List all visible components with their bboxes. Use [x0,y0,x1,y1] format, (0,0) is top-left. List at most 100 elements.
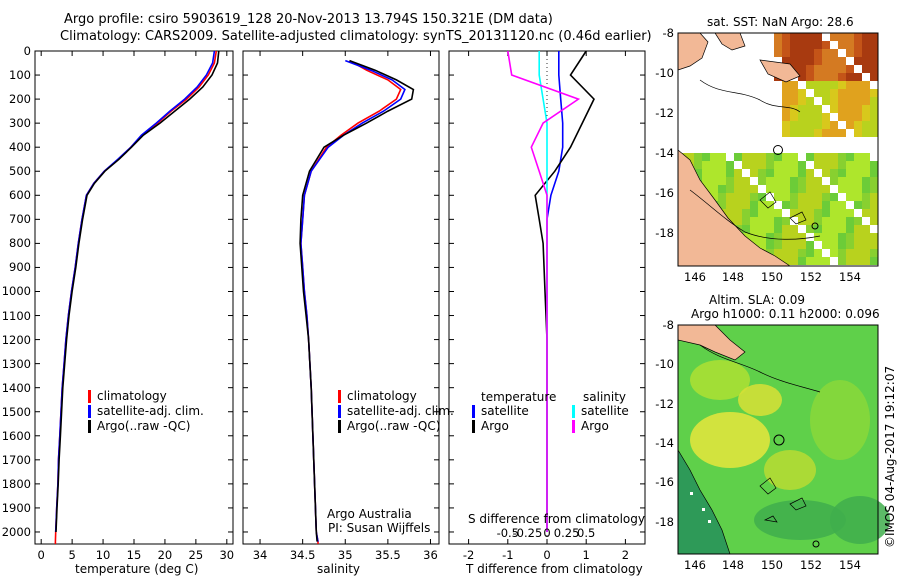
top-x-tick-label: 0.25 [553,526,580,540]
header-line2: Climatology: CARS2009. Satellite-adjuste… [60,29,652,44]
depth-tick-label: 0 [23,44,31,58]
legend-temperature-heading: temperature [481,390,557,404]
depth-tick-label: 200 [9,92,31,107]
depth-tick-label: 1600 [1,428,31,443]
x-tick-label: 10 [95,548,111,562]
map-lat-label: -8 [662,318,674,332]
credit-pi: PI: Susan Wijffels [328,521,431,535]
sla-map [677,324,890,555]
map-lon-label: 150 [761,270,783,284]
legend-sal-satellite: satellite [572,405,629,418]
temperature-plot-frame [34,50,234,545]
top-x-tick-label: -0.5 [496,526,520,540]
temperature-profile-plot [40,50,228,544]
series-line-satellite-adj-clim- [300,59,406,542]
depth-tick-label: 1400 [1,380,31,395]
map-lat-label: -16 [655,186,674,200]
map-lon-label: 150 [761,558,783,572]
x-tick-label: 34.5 [289,548,316,562]
legend-temp-satellite: satellite [472,405,529,418]
top-x-tick-label: 0 [543,526,551,540]
depth-tick-label: 1000 [1,284,31,299]
legend-argo: Argo(..raw -QC) [88,420,190,433]
argo-float-marker [773,145,783,155]
depth-tick-label: 800 [9,236,31,251]
series-line-argo-raw-qc- [55,50,220,533]
credit-imos: ©IMOS 04-Aug-2017 19:12:07 [883,365,897,548]
legend-satellite: satellite-adj. clim. [88,405,204,418]
series-line-salinity-argo [507,50,581,532]
map-lat-label: -18 [655,514,674,529]
salinity-profile-plot [259,51,431,544]
map-lat-label: -8 [662,26,674,40]
legend-temp-argo: Argo [472,420,509,433]
x-tick-label: 20 [157,548,173,562]
depth-tick-label: 2000 [1,524,31,539]
top-x-tick-label: -0.25 [512,526,543,540]
map-lat-label: -12 [655,396,674,411]
depth-tick-label: 1300 [1,356,31,371]
map-lat-label: -10 [655,357,674,372]
series-line-climatology [54,50,218,544]
map-lat-label: -10 [655,66,674,80]
argo-float-marker-sla [773,434,785,446]
depth-tick-label: 1700 [1,452,31,467]
map-lat-label: -16 [655,475,674,490]
map-lat-label: -12 [655,106,674,120]
depth-tick-label: 1500 [1,404,31,419]
credit-argo-australia: Argo Australia [327,507,412,521]
x-tick-label: 5 [68,548,76,562]
legend-climatology: climatology [88,390,167,403]
x-tick-label: 34 [252,548,268,562]
series-line-argo-raw-qc- [299,59,415,542]
salinity-xlabel: salinity [317,562,361,576]
depth-tick-label: 1900 [1,500,31,515]
depth-tick-label: 700 [9,212,31,227]
difference-profile-plot [468,50,626,544]
salinity-plot-frame [242,50,440,545]
depth-tick-label: 300 [9,116,31,131]
depth-tick-label: 500 [9,164,31,179]
x-tick-label: 25 [188,548,204,562]
legend-satellite-sal: satellite-adj. clim. [338,405,454,418]
difference-xlabel: T difference from climatology [466,562,643,576]
map-lon-label: 146 [684,270,706,284]
x-tick-label: 36 [423,548,438,562]
series-line-climatology [300,59,402,544]
x-tick-label: 0 [37,548,45,562]
legend-salinity-heading: salinity [583,390,627,404]
x-tick-label: -1 [502,548,514,562]
map-lon-label: 154 [839,558,861,572]
top-x-tick-label: 0.5 [577,526,596,540]
depth-tick-label: 900 [9,260,31,275]
map-lon-label: 152 [800,558,822,572]
sla-map-title: Altim. SLA: 0.09 [709,293,806,307]
x-tick-label: 1 [582,548,590,562]
map-lon-label: 148 [722,270,744,284]
map-lon-label: 146 [684,558,706,572]
temperature-xlabel: temperature (deg C) [75,562,199,576]
map-lat-label: -14 [655,435,674,450]
depth-tick-label: 600 [9,188,31,203]
x-tick-label: 35 [337,548,353,562]
legend-climatology-sal: climatology [338,390,417,403]
depth-tick-label: 1800 [1,476,31,491]
x-tick-label: 15 [126,548,142,562]
sla-map-subtitle: Argo h1000: 0.11 h2000: 0.096 [691,307,880,321]
legend-argo-sal: Argo(..raw -QC) [338,420,440,433]
series-line-satellite-adj-clim- [54,50,216,533]
depth-tick-label: 100 [9,68,31,83]
map-lon-label: 152 [800,270,822,284]
map-lon-label: 148 [722,558,744,572]
difference-top-xlabel: S difference from climatology [468,512,645,526]
sst-map-title: sat. SST: NaN Argo: 28.6 [707,15,854,29]
map-lat-label: -18 [655,226,674,240]
x-tick-label: 35.5 [375,548,401,562]
legend-sal-argo: Argo [572,420,609,433]
depth-axis-ticks [35,50,645,533]
x-tick-label: 30 [219,548,235,562]
x-tick-label: 0 [543,548,551,562]
depth-tick-label: 1200 [1,332,31,347]
series-line-temperature-satellite [546,51,564,532]
